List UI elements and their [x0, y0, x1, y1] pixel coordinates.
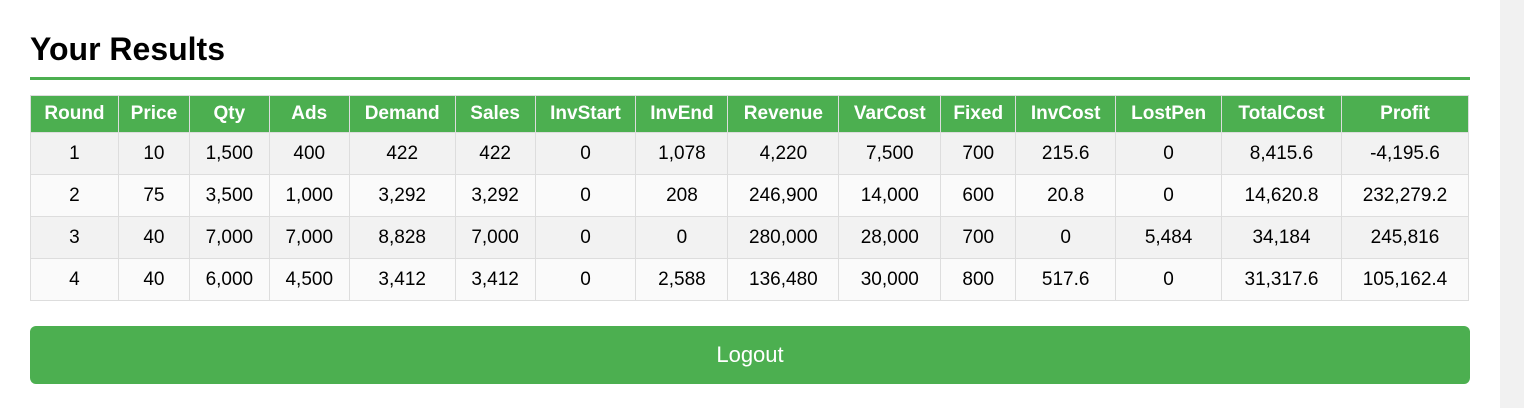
column-header-revenue: Revenue [727, 95, 840, 133]
table-cell: 0 [534, 132, 637, 175]
column-header-price: Price [117, 95, 190, 133]
table-cell: 4 [30, 258, 119, 301]
table-cell: 8,415.6 [1221, 132, 1342, 175]
table-cell: 208 [635, 174, 729, 217]
table-cell: 0 [635, 216, 729, 259]
table-cell: 0 [534, 174, 637, 217]
table-cell: 8,828 [348, 216, 456, 259]
table-cell: 14,620.8 [1221, 174, 1342, 217]
table-cell: 1 [30, 132, 119, 175]
table-row: 2 75 3,500 1,000 3,292 3,292 0 208 246,9… [30, 174, 1470, 217]
table-cell: 136,480 [727, 258, 840, 301]
table-cell: 6,000 [188, 258, 270, 301]
column-header-fixed: Fixed [940, 95, 1017, 133]
table-cell: 700 [940, 132, 1017, 175]
table-cell: 4,220 [727, 132, 840, 175]
table-cell: 40 [117, 216, 190, 259]
table-cell: 105,162.4 [1340, 258, 1470, 301]
table-cell: 246,900 [727, 174, 840, 217]
table-cell: 400 [268, 132, 350, 175]
table-cell: 0 [1115, 258, 1223, 301]
table-cell: 30,000 [838, 258, 942, 301]
table-cell: 3,500 [188, 174, 270, 217]
column-header-sales: Sales [454, 95, 536, 133]
table-cell: 232,279.2 [1340, 174, 1470, 217]
table-cell: 0 [534, 216, 637, 259]
table-cell: 4,500 [268, 258, 350, 301]
table-cell: 2,588 [635, 258, 729, 301]
table-cell: 75 [117, 174, 190, 217]
logout-button[interactable]: Logout [30, 326, 1470, 384]
table-cell: 31,317.6 [1221, 258, 1342, 301]
column-header-round: Round [30, 95, 119, 133]
table-cell: 517.6 [1015, 258, 1117, 301]
column-header-invcost: InvCost [1015, 95, 1117, 133]
table-header-row: Round Price Qty Ads Demand Sales InvStar… [30, 95, 1470, 133]
table-cell: 34,184 [1221, 216, 1342, 259]
table-cell: 600 [940, 174, 1017, 217]
column-header-totalcost: TotalCost [1221, 95, 1342, 133]
table-cell: 422 [348, 132, 456, 175]
table-row: 3 40 7,000 7,000 8,828 7,000 0 0 280,000… [30, 216, 1470, 259]
table-cell: 14,000 [838, 174, 942, 217]
table-cell: 280,000 [727, 216, 840, 259]
column-header-invend: InvEnd [635, 95, 729, 133]
results-table: Round Price Qty Ads Demand Sales InvStar… [30, 95, 1470, 301]
table-row: 4 40 6,000 4,500 3,412 3,412 0 2,588 136… [30, 258, 1470, 301]
table-cell: 2 [30, 174, 119, 217]
table-cell: 7,000 [188, 216, 270, 259]
table-cell: 3 [30, 216, 119, 259]
table-cell: 3,292 [348, 174, 456, 217]
table-cell: 40 [117, 258, 190, 301]
table-cell: 20.8 [1015, 174, 1117, 217]
table-cell: 1,078 [635, 132, 729, 175]
column-header-invstart: InvStart [534, 95, 637, 133]
table-cell: 3,412 [454, 258, 536, 301]
table-cell: 0 [1115, 174, 1223, 217]
scrollbar-track[interactable] [1500, 0, 1524, 408]
table-cell: 28,000 [838, 216, 942, 259]
table-cell: 5,484 [1115, 216, 1223, 259]
column-header-demand: Demand [348, 95, 456, 133]
table-cell: -4,195.6 [1340, 132, 1470, 175]
table-cell: 7,500 [838, 132, 942, 175]
table-cell: 215.6 [1015, 132, 1117, 175]
column-header-ads: Ads [268, 95, 350, 133]
page-title: Your Results [30, 30, 1470, 80]
column-header-lostpen: LostPen [1115, 95, 1223, 133]
table-cell: 800 [940, 258, 1017, 301]
table-cell: 3,412 [348, 258, 456, 301]
table-cell: 7,000 [268, 216, 350, 259]
table-cell: 422 [454, 132, 536, 175]
table-row: 1 10 1,500 400 422 422 0 1,078 4,220 7,5… [30, 132, 1470, 175]
table-cell: 0 [1115, 132, 1223, 175]
table-cell: 700 [940, 216, 1017, 259]
results-section: Your Results Round Price Qty Ads Demand … [30, 30, 1470, 301]
table-cell: 0 [534, 258, 637, 301]
table-cell: 1,500 [188, 132, 270, 175]
table-cell: 245,816 [1340, 216, 1470, 259]
table-cell: 0 [1015, 216, 1117, 259]
column-header-qty: Qty [188, 95, 270, 133]
table-cell: 10 [117, 132, 190, 175]
column-header-profit: Profit [1340, 95, 1470, 133]
table-cell: 1,000 [268, 174, 350, 217]
table-cell: 3,292 [454, 174, 536, 217]
column-header-varcost: VarCost [838, 95, 942, 133]
table-cell: 7,000 [454, 216, 536, 259]
